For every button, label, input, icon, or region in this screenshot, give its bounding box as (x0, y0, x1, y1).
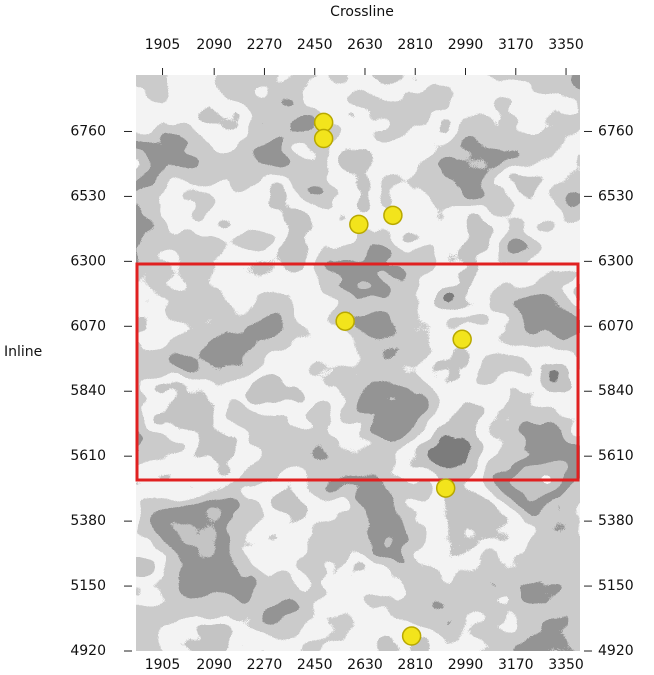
well-point (313, 112, 334, 133)
y-tick-label: 6070 (598, 318, 634, 334)
x-tick-label: 3170 (498, 37, 534, 53)
y-tick-label: 6300 (70, 253, 106, 269)
well-point (401, 626, 422, 646)
x-tick-label: 1905 (145, 37, 181, 53)
x-tick-label: 2630 (347, 37, 383, 53)
well-point (452, 329, 472, 350)
x-tick-label: 2810 (397, 37, 433, 53)
well-point (435, 478, 456, 498)
x-tick-label: 3350 (548, 37, 584, 53)
x-tick-label: 2990 (448, 657, 484, 673)
y-tick-label: 4920 (70, 643, 106, 659)
y-tick-label: 5840 (70, 383, 106, 399)
x-tick-label: 3350 (548, 657, 584, 673)
x-tick-label: 2270 (247, 37, 283, 53)
x-tick-label: 1905 (145, 657, 181, 673)
y-tick-label: 5150 (70, 578, 106, 594)
seismic-slice (136, 75, 580, 651)
y-tick-label: 6760 (598, 123, 634, 139)
y-tick-label: 6760 (70, 123, 106, 139)
y-tick-label: 4920 (598, 643, 634, 659)
well-point (313, 128, 334, 149)
y-tick-label: 6530 (70, 188, 106, 204)
x-tick-label: 2450 (297, 657, 333, 673)
y-tick-label: 5150 (598, 578, 634, 594)
x-axis-label: Crossline (330, 4, 394, 20)
well-point (383, 205, 403, 226)
y-tick-label: 5610 (598, 448, 634, 464)
well-point (349, 214, 369, 235)
y-tick-label: 5380 (598, 513, 634, 529)
y-tick-label: 6070 (70, 318, 106, 334)
x-tick-label: 3170 (498, 657, 534, 673)
y-axis-label: Inline (4, 344, 42, 360)
selection-box (135, 262, 580, 482)
x-tick-label: 2630 (347, 657, 383, 673)
x-tick-label: 2090 (196, 37, 232, 53)
x-tick-label: 2090 (196, 657, 232, 673)
x-tick-label: 2270 (247, 657, 283, 673)
well-point (335, 311, 355, 331)
y-tick-label: 5840 (598, 383, 634, 399)
y-tick-label: 5380 (70, 513, 106, 529)
y-tick-label: 6530 (598, 188, 634, 204)
y-tick-label: 6300 (598, 253, 634, 269)
x-tick-label: 2990 (448, 37, 484, 53)
x-tick-label: 2450 (297, 37, 333, 53)
x-tick-label: 2810 (397, 657, 433, 673)
y-tick-label: 5610 (70, 448, 106, 464)
